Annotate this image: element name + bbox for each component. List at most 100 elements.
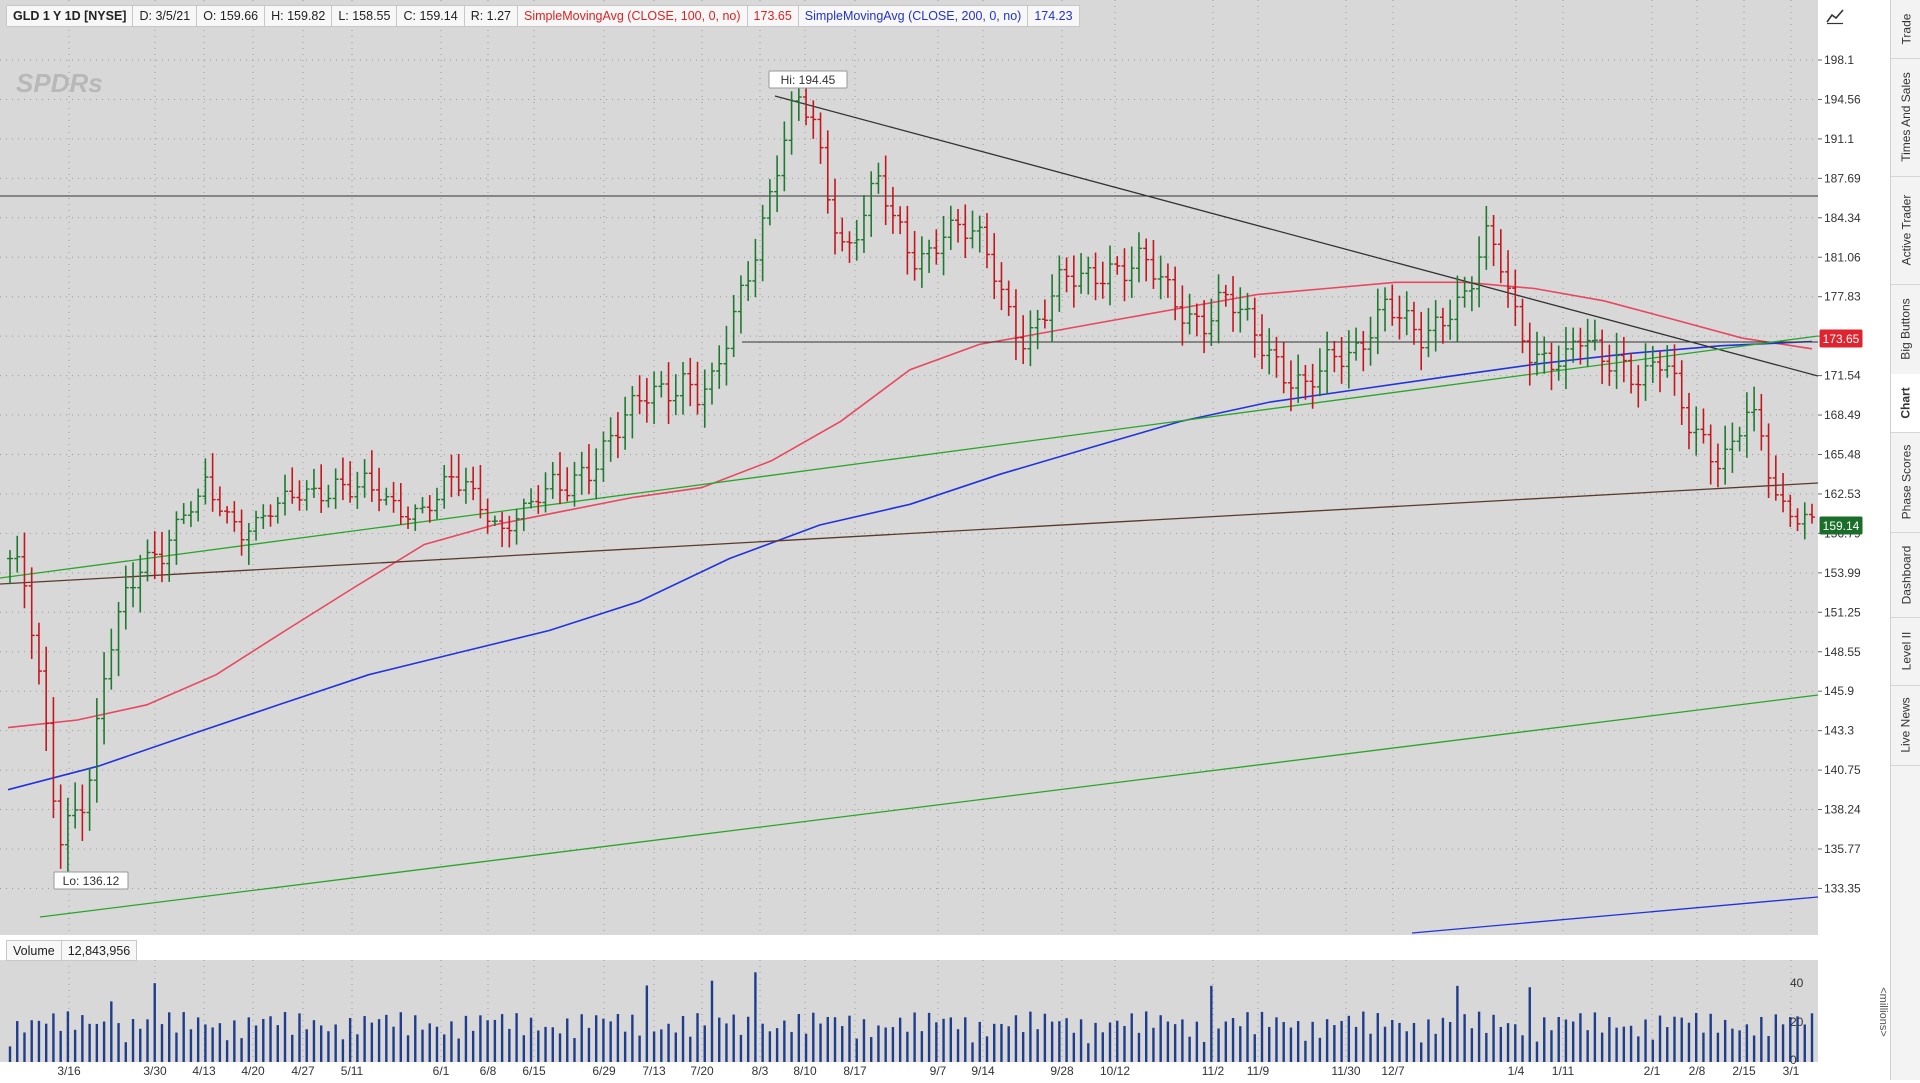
tab-times-and-sales[interactable]: Times And Sales: [1891, 58, 1920, 177]
volume-bar: [1543, 1017, 1546, 1062]
volume-bar: [1116, 1020, 1119, 1062]
volume-bar: [1398, 1022, 1401, 1062]
price-labels: Hi: 194.45 Lo: 136.12 173.65 159.14: [53, 70, 1863, 890]
volume-bar: [1137, 1032, 1141, 1062]
volume-bar: [1564, 1019, 1568, 1062]
volume-bar: [869, 1037, 873, 1062]
volume-bar: [1456, 985, 1459, 1062]
volume-bar: [1145, 1011, 1148, 1062]
volume-bar: [1716, 1032, 1720, 1062]
down-trend-line: [774, 95, 1819, 377]
volume-bar: [1108, 1022, 1112, 1062]
volume-bar: [804, 1033, 808, 1062]
volume-bar: [833, 1017, 837, 1062]
last-price-badge-bg: [1819, 516, 1863, 535]
symbol-label[interactable]: GLD 1 Y 1D [NYSE]: [7, 6, 134, 26]
drawing-tool-icon[interactable]: [1823, 5, 1847, 27]
volume-bar: [1485, 1032, 1488, 1062]
volume-bar: [37, 1020, 41, 1062]
volume-bar: [732, 1014, 735, 1062]
volume-bar: [1260, 1011, 1264, 1062]
volume-bar: [1731, 1028, 1734, 1062]
x-tick-label: 9/28: [1050, 1064, 1074, 1078]
volume-bar: [247, 1017, 251, 1062]
volume-bar: [949, 1017, 953, 1062]
x-tick-label: 1/4: [1508, 1064, 1525, 1078]
tab-level-ii[interactable]: Level II: [1891, 617, 1920, 686]
volume-bar: [1637, 1036, 1640, 1062]
volume-bar: [457, 1038, 460, 1062]
volume-bar: [623, 1031, 627, 1062]
volume-bar: [1774, 1014, 1778, 1062]
lower-trend-line: [39, 694, 1819, 918]
sma200-study-label[interactable]: SimpleMovingAvg (CLOSE, 200, 0, no): [799, 6, 1029, 26]
volume-bar: [558, 1033, 562, 1062]
volume-bar: [500, 1014, 504, 1062]
volume-bar: [88, 1023, 91, 1062]
volume-bar: [312, 1020, 316, 1062]
tab-active-trader[interactable]: Active Trader: [1891, 176, 1920, 285]
x-tick-label: 7/20: [690, 1064, 714, 1078]
volume-bar: [1072, 1032, 1076, 1062]
volume-bar: [1050, 1021, 1054, 1062]
sma200-study-value: 174.23: [1034, 9, 1073, 23]
volume-bar: [927, 1012, 931, 1062]
volume-bar: [1789, 1017, 1792, 1062]
volume-bar: [964, 1017, 967, 1062]
sma100-study-label[interactable]: SimpleMovingAvg (CLOSE, 100, 0, no): [518, 6, 748, 26]
tab-trade[interactable]: Trade: [1891, 0, 1920, 59]
volume-bar: [1325, 1019, 1329, 1062]
volume-bar: [1347, 1015, 1351, 1062]
volume-bar: [1687, 1022, 1691, 1062]
volume-bar: [681, 1015, 685, 1062]
tab-big-buttons[interactable]: Big Buttons: [1891, 284, 1920, 375]
volume-bar: [1036, 1029, 1039, 1062]
volume-bar: [1702, 1032, 1705, 1062]
volume-bar: [1369, 1033, 1372, 1062]
volume-bar: [1058, 1021, 1061, 1062]
volume-bar: [942, 1018, 945, 1062]
volume-bar: [182, 1012, 185, 1062]
tab-dashboard[interactable]: Dashboard: [1891, 532, 1920, 618]
volume-bar: [594, 1015, 598, 1062]
tab-live-news[interactable]: Live News: [1891, 685, 1920, 766]
tab-label: Level II: [1899, 631, 1914, 671]
volume-bar: [652, 1031, 656, 1062]
trend-lines: [0, 95, 1819, 934]
last-price-badge: 159.14: [1823, 519, 1860, 533]
volume-bar: [761, 1023, 764, 1062]
volume-bar: [1586, 1030, 1589, 1062]
volume-bar: [196, 1017, 200, 1062]
volume-bar: [1427, 1019, 1430, 1062]
volume-bar: [1166, 1021, 1170, 1062]
lo-label: Lo: 136.12: [63, 874, 120, 888]
volume-bar: [1296, 1021, 1300, 1062]
volume-bar: [1651, 1039, 1654, 1062]
x-tick-label: 2/15: [1732, 1064, 1756, 1078]
volume-bar: [117, 1023, 120, 1062]
volume-bar: [1781, 1024, 1785, 1062]
volume-bar: [1535, 1041, 1539, 1062]
volume-bar: [1354, 1026, 1358, 1062]
volume-bar: [797, 1013, 801, 1062]
x-tick-label: 11/30: [1331, 1064, 1360, 1078]
sma100-study-value: 173.65: [748, 6, 799, 26]
volume-bar: [363, 1016, 366, 1062]
price-panel: [0, 0, 1818, 935]
volume-bar: [262, 1018, 265, 1062]
tab-chart[interactable]: Chart: [1891, 374, 1920, 433]
volume-bar: [298, 1013, 301, 1062]
volume-bar: [768, 1031, 772, 1062]
volume-bar: [667, 1023, 670, 1062]
tab-label: Trade: [1899, 13, 1913, 45]
y-tick-label: 140.75: [1824, 763, 1861, 777]
volume-bar: [913, 1012, 916, 1062]
volume-bar: [1796, 1016, 1799, 1062]
tab-phase-scores[interactable]: Phase Scores: [1891, 432, 1920, 533]
y-tick-label: 177.83: [1824, 290, 1861, 304]
volume-bar: [1101, 1032, 1104, 1062]
volume-label[interactable]: Volume: [7, 941, 62, 960]
volume-bar: [812, 1012, 815, 1062]
